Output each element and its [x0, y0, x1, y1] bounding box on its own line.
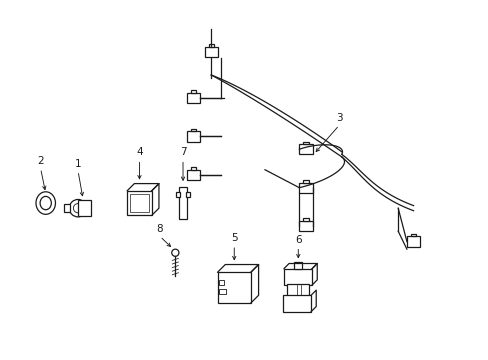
Bar: [176, 192, 180, 197]
Text: 7: 7: [180, 148, 186, 157]
Bar: [63, 204, 70, 212]
Bar: [410, 234, 415, 237]
Bar: [303, 180, 308, 183]
Bar: [218, 289, 225, 294]
Bar: [186, 93, 200, 103]
Bar: [186, 131, 200, 141]
Bar: [299, 221, 312, 231]
Bar: [299, 144, 312, 154]
Text: 4: 4: [136, 148, 142, 157]
Ellipse shape: [40, 197, 51, 210]
Bar: [186, 170, 200, 180]
Bar: [406, 237, 419, 247]
Bar: [127, 191, 151, 215]
Text: 5: 5: [230, 233, 237, 243]
Bar: [208, 44, 213, 47]
Ellipse shape: [36, 192, 55, 214]
Bar: [204, 47, 218, 57]
Text: 1: 1: [75, 159, 81, 169]
Bar: [299, 183, 312, 193]
Text: 3: 3: [335, 113, 342, 123]
Bar: [303, 141, 308, 144]
Text: 8: 8: [156, 224, 163, 234]
Circle shape: [69, 199, 86, 217]
Bar: [190, 129, 196, 131]
Bar: [190, 167, 196, 170]
Bar: [284, 269, 311, 285]
Circle shape: [171, 249, 179, 256]
Text: 2: 2: [37, 156, 44, 166]
Bar: [190, 90, 196, 93]
Bar: [217, 272, 250, 303]
Bar: [286, 284, 308, 296]
Bar: [294, 262, 302, 269]
Bar: [218, 280, 224, 284]
Bar: [186, 192, 189, 197]
Text: 6: 6: [294, 235, 301, 244]
Bar: [78, 201, 91, 216]
Bar: [303, 219, 308, 221]
Bar: [179, 186, 186, 220]
Circle shape: [73, 203, 82, 213]
Bar: [130, 194, 148, 212]
Bar: [283, 295, 310, 312]
